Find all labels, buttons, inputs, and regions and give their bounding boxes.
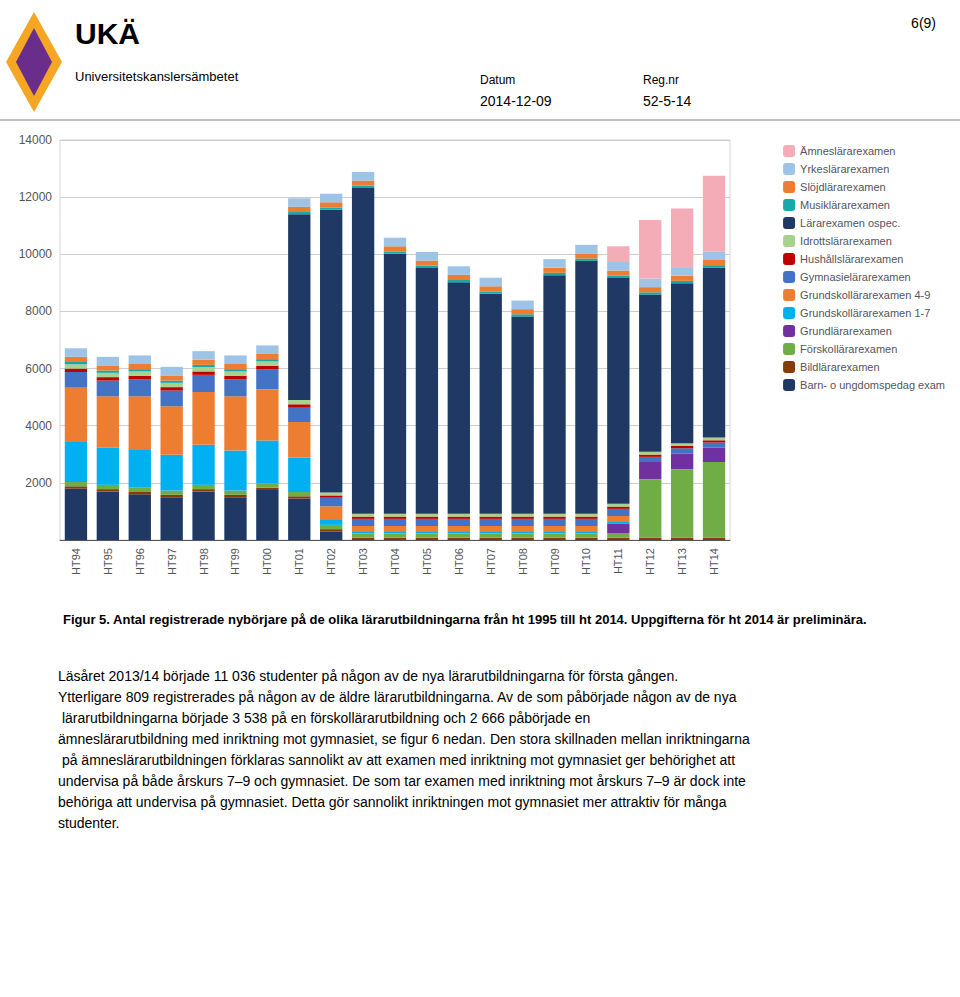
svg-text:Grundskollärarexamen 1-7: Grundskollärarexamen 1-7 — [800, 307, 930, 319]
svg-text:HT94: HT94 — [70, 548, 82, 575]
svg-text:6000: 6000 — [25, 362, 52, 376]
svg-text:ämneslärarutbildning med inrik: ämneslärarutbildning med inriktning mot … — [58, 731, 750, 747]
svg-text:10000: 10000 — [19, 247, 53, 261]
svg-text:Figur 5. Antal registrerade ny: Figur 5. Antal registrerade nybörjare på… — [63, 612, 867, 627]
svg-text:HT10: HT10 — [580, 548, 592, 575]
svg-text:studenter.: studenter. — [58, 815, 120, 831]
svg-text:Musiklärarexamen: Musiklärarexamen — [800, 199, 890, 211]
svg-text:HT07: HT07 — [485, 548, 497, 575]
svg-text:HT05: HT05 — [421, 548, 433, 575]
svg-text:HT00: HT00 — [261, 548, 273, 575]
svg-text:Förskollärarexamen: Förskollärarexamen — [800, 343, 897, 355]
svg-text:HT02: HT02 — [325, 548, 337, 575]
svg-text:Reg.nr: Reg.nr — [643, 73, 679, 87]
svg-text:Ämneslärarexamen: Ämneslärarexamen — [800, 145, 895, 157]
svg-text:HT12: HT12 — [644, 548, 656, 575]
svg-text:Barn- o ungdomspedag exam: Barn- o ungdomspedag exam — [800, 379, 945, 391]
svg-text:undervisa på både årskurs 7–9: undervisa på både årskurs 7–9 och gymnas… — [58, 773, 750, 789]
svg-text:12000: 12000 — [19, 190, 53, 204]
svg-text:HT97: HT97 — [166, 548, 178, 575]
svg-text:Läsåret 2013/14 började 11 036: Läsåret 2013/14 började 11 036 studenter… — [58, 668, 682, 684]
svg-text:behöriga att undervisa på gymn: behöriga att undervisa på gymnasiet. Det… — [58, 794, 730, 810]
svg-text:Lärarexamen ospec.: Lärarexamen ospec. — [800, 217, 900, 229]
svg-text:HT06: HT06 — [453, 548, 465, 575]
svg-text:4000: 4000 — [25, 419, 52, 433]
svg-text:på ämneslärarutbildningen förk: på ämneslärarutbildningen förklaras sann… — [58, 752, 739, 768]
svg-text:HT01: HT01 — [293, 548, 305, 575]
svg-text:Datum: Datum — [480, 73, 515, 87]
svg-text:Grundlärarexamen: Grundlärarexamen — [800, 325, 892, 337]
svg-text:HT09: HT09 — [549, 548, 561, 575]
svg-text:HT04: HT04 — [389, 548, 401, 575]
svg-text:HT11: HT11 — [612, 548, 624, 574]
svg-text:Yrkeslärarexamen: Yrkeslärarexamen — [800, 163, 889, 175]
svg-text:Idrottslärarexamen: Idrottslärarexamen — [800, 235, 892, 247]
svg-text:52-5-14: 52-5-14 — [643, 93, 691, 109]
svg-text:UKÄ: UKÄ — [75, 17, 140, 50]
svg-text:HT13: HT13 — [676, 548, 688, 575]
svg-text:Gymnasielärarexamen: Gymnasielärarexamen — [800, 271, 911, 283]
svg-text:Hushållslärarexamen: Hushållslärarexamen — [800, 253, 903, 265]
svg-text:2014-12-09: 2014-12-09 — [480, 93, 552, 109]
svg-text:HT08: HT08 — [517, 548, 529, 575]
svg-text:14000: 14000 — [19, 133, 53, 147]
svg-text:2000: 2000 — [25, 476, 52, 490]
svg-text:Ytterligare 809 registrerades: Ytterligare 809 registrerades på någon a… — [58, 689, 737, 705]
svg-text:lärarutbildningarna började 3: lärarutbildningarna började 3 538 på en … — [58, 710, 594, 726]
svg-text:6(9): 6(9) — [911, 15, 936, 31]
svg-text:Universitetskanslersämbetet: Universitetskanslersämbetet — [75, 69, 239, 84]
svg-text:HT95: HT95 — [102, 548, 114, 575]
svg-text:HT03: HT03 — [357, 548, 369, 575]
svg-text:Slöjdlärarexamen: Slöjdlärarexamen — [800, 181, 886, 193]
svg-text:HT98: HT98 — [198, 548, 210, 575]
svg-text:Bildlärarexamen: Bildlärarexamen — [800, 361, 879, 373]
svg-text:HT99: HT99 — [229, 548, 241, 575]
svg-text:Grundskollärarexamen 4-9: Grundskollärarexamen 4-9 — [800, 289, 930, 301]
svg-text:HT96: HT96 — [134, 548, 146, 575]
svg-text:8000: 8000 — [25, 304, 52, 318]
svg-text:HT14: HT14 — [708, 548, 720, 575]
